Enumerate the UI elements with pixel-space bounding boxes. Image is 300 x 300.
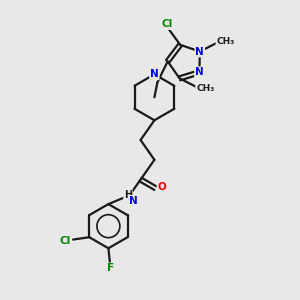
Text: O: O	[158, 182, 166, 192]
Text: F: F	[107, 263, 115, 273]
Text: N: N	[195, 46, 204, 56]
Text: H: H	[124, 190, 132, 200]
Text: CH₃: CH₃	[196, 84, 214, 93]
Text: N: N	[195, 67, 204, 77]
Text: CH₃: CH₃	[216, 37, 235, 46]
Text: Cl: Cl	[162, 19, 173, 29]
Text: N: N	[150, 69, 159, 79]
Text: N: N	[129, 196, 138, 206]
Text: Cl: Cl	[59, 236, 70, 246]
